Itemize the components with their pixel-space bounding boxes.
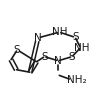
- Text: N: N: [54, 56, 62, 66]
- Text: N: N: [34, 33, 42, 43]
- Text: NH: NH: [52, 27, 67, 37]
- Text: NH₂: NH₂: [67, 75, 87, 85]
- Text: S: S: [41, 52, 48, 62]
- Text: S: S: [13, 45, 20, 55]
- Text: S: S: [69, 52, 75, 62]
- Text: S: S: [72, 32, 78, 42]
- Text: NH: NH: [74, 43, 89, 53]
